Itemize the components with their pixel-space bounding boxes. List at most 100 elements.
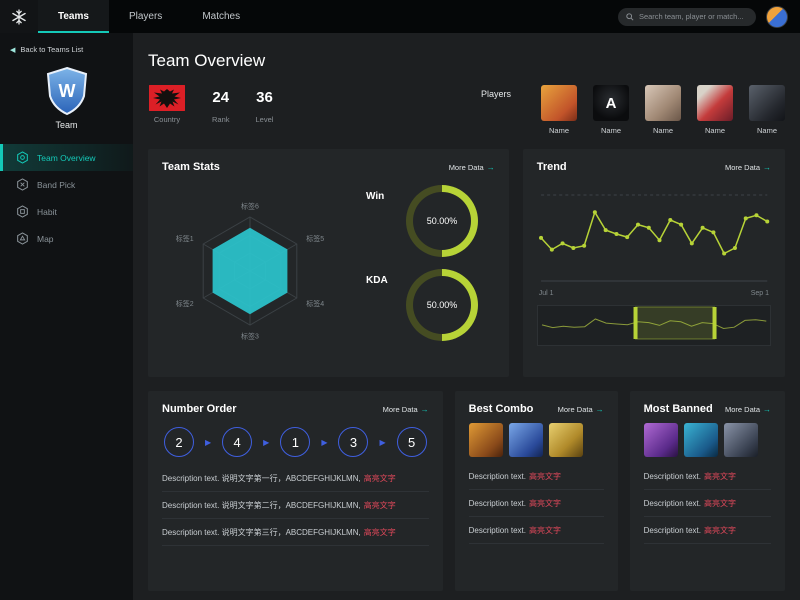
player-name: Name [600,126,621,135]
x-axis-start: Jul 1 [538,290,554,297]
hero-avatar[interactable] [683,423,718,457]
best-combo-card: Best Combo More Data → Description text.… [454,391,618,591]
description-row: Description text. 高亮文字 [643,490,771,517]
team-overview-icon [17,151,28,164]
description-text: Description text. [468,499,526,508]
back-to-teams-link[interactable]: ◀ Back to Teams List [0,33,133,60]
win-gauge-label: Win [366,191,385,202]
best-combo-more-link[interactable]: More Data → [558,405,604,414]
nav-right [618,0,800,33]
player-avatar[interactable] [749,85,785,121]
player-card[interactable]: A Name [593,85,629,135]
user-avatar[interactable] [766,5,788,28]
alliance-logo-letter: A [605,94,617,112]
hero-avatar[interactable] [723,423,758,457]
back-link-label: Back to Teams List [20,45,84,54]
team-info-row: Country 24 Rank 36 Level Players Name A … [148,85,785,135]
radar-chart: 标签1 标签2 标签3 标签4 标签5 标签6 [176,202,325,341]
team-logo: W [44,66,90,116]
player-avatar[interactable] [645,85,681,121]
page-title: Team Overview [148,51,266,70]
description-text: Description text. [643,472,701,481]
eagle-silhouette [153,89,181,108]
svg-text:标签4: 标签4 [306,299,324,308]
most-banned-card: Most Banned More Data → Description text… [629,391,785,591]
hero-avatar[interactable] [643,423,678,457]
description-row: Description text. 高亮文字 [643,517,771,544]
svg-text:标签1: 标签1 [176,234,194,243]
player-card[interactable]: Name [749,85,785,135]
highlight-text: 高亮文字 [704,526,736,535]
tab-players[interactable]: Players [128,11,163,22]
snowflake-icon [12,8,26,25]
team-stats-more-link[interactable]: More Data → [449,163,495,172]
most-banned-more-link[interactable]: More Data → [725,405,771,414]
sequence-number: 4 [222,427,253,457]
hero-avatar[interactable] [548,423,583,457]
gauges: Win 50.00% KDA 50.00% [366,179,478,361]
country-label: Country [153,115,181,124]
player-card[interactable]: Name [645,85,681,135]
highlight-text: 高亮文字 [528,526,561,535]
band-pick-icon [17,178,28,191]
team-stats-card: Team Stats More Data → 标签1 标签2 标签3 标签4 标签5 标签… [148,149,509,377]
level-block: 36 Level [256,85,274,124]
player-card[interactable]: Name [697,85,733,135]
number-order-more-link[interactable]: More Data → [383,405,429,414]
trend-brush[interactable] [536,305,771,346]
app-logo-icon[interactable] [0,0,38,33]
more-arrow-icon: → [763,162,771,172]
top-cards-row: Team Stats More Data → 标签1 标签2 标签3 标签4 标签5 标签… [148,149,785,377]
hero-avatar[interactable] [468,423,503,457]
description-row: Description text. 说明文字第三行，ABCDEFGHIJKLMN… [162,519,429,546]
more-label: More Data [724,162,760,172]
trend-brush-chart[interactable] [538,306,770,340]
player-card[interactable]: Name [541,85,577,135]
country-block: Country [148,85,186,124]
sidebar-item-label: Band Pick [37,179,76,190]
hero-avatar[interactable] [508,423,543,457]
trend-x-axis: Jul 1 Sep 1 [539,290,769,297]
kda-gauge: KDA 50.00% [366,269,478,341]
tab-teams[interactable]: Teams [38,0,109,33]
highlight-text: 高亮文字 [528,472,561,481]
description-row: Description text. 说明文字第二行，ABCDEFGHIJKLMN… [162,492,429,519]
sidebar-item-habit[interactable]: Habit [0,198,133,225]
level-label: Level [255,115,274,124]
more-label: More Data [557,404,593,414]
svg-text:标签2: 标签2 [176,299,194,308]
best-combo-title: Best Combo [468,403,534,415]
search-box[interactable] [618,7,756,26]
sidebar-item-map[interactable]: Map [0,225,133,252]
sequence-number: 5 [396,427,427,457]
x-axis-end: Sep 1 [750,290,769,297]
description-text: Description text. [468,472,526,481]
player-avatar[interactable]: A [593,85,629,121]
sequence-arrow-icon: ▶ [263,437,270,447]
main-content: Team Overview Country 24 Rank 36 Level P… [133,33,800,600]
sequence-number: 3 [338,427,369,457]
rank-block: 24 Rank [212,85,230,124]
banned-hero-avatars [643,423,771,457]
back-arrow-icon: ◀ [10,46,16,54]
sidebar-item-team-overview[interactable]: Team Overview [0,144,133,171]
highlight-text: 高亮文字 [704,472,736,481]
more-arrow-icon: → [763,404,771,414]
number-order-card: Number Order More Data → 2 ▶ 4 ▶ 1 ▶ 3 ▶… [148,391,443,591]
player-avatar[interactable] [697,85,733,121]
description-text: Description text. 说明文字第三行，ABCDEFGHIJKLMN… [162,528,361,537]
more-label: More Data [448,162,484,172]
trend-more-link[interactable]: More Data → [725,163,771,172]
highlight-text: 高亮文字 [528,499,561,508]
description-row: Description text. 高亮文字 [643,463,771,490]
tab-matches[interactable]: Matches [202,11,241,22]
sidebar-item-band-pick[interactable]: Band Pick [0,171,133,198]
search-input[interactable] [638,12,748,21]
team-logo-letter: W [58,81,75,101]
svg-text:标签6: 标签6 [241,202,259,211]
player-avatar[interactable] [541,85,577,121]
number-sequence: 2 ▶ 4 ▶ 1 ▶ 3 ▶ 5 [164,427,427,457]
player-name: Name [704,126,725,135]
trend-title: Trend [536,161,567,173]
